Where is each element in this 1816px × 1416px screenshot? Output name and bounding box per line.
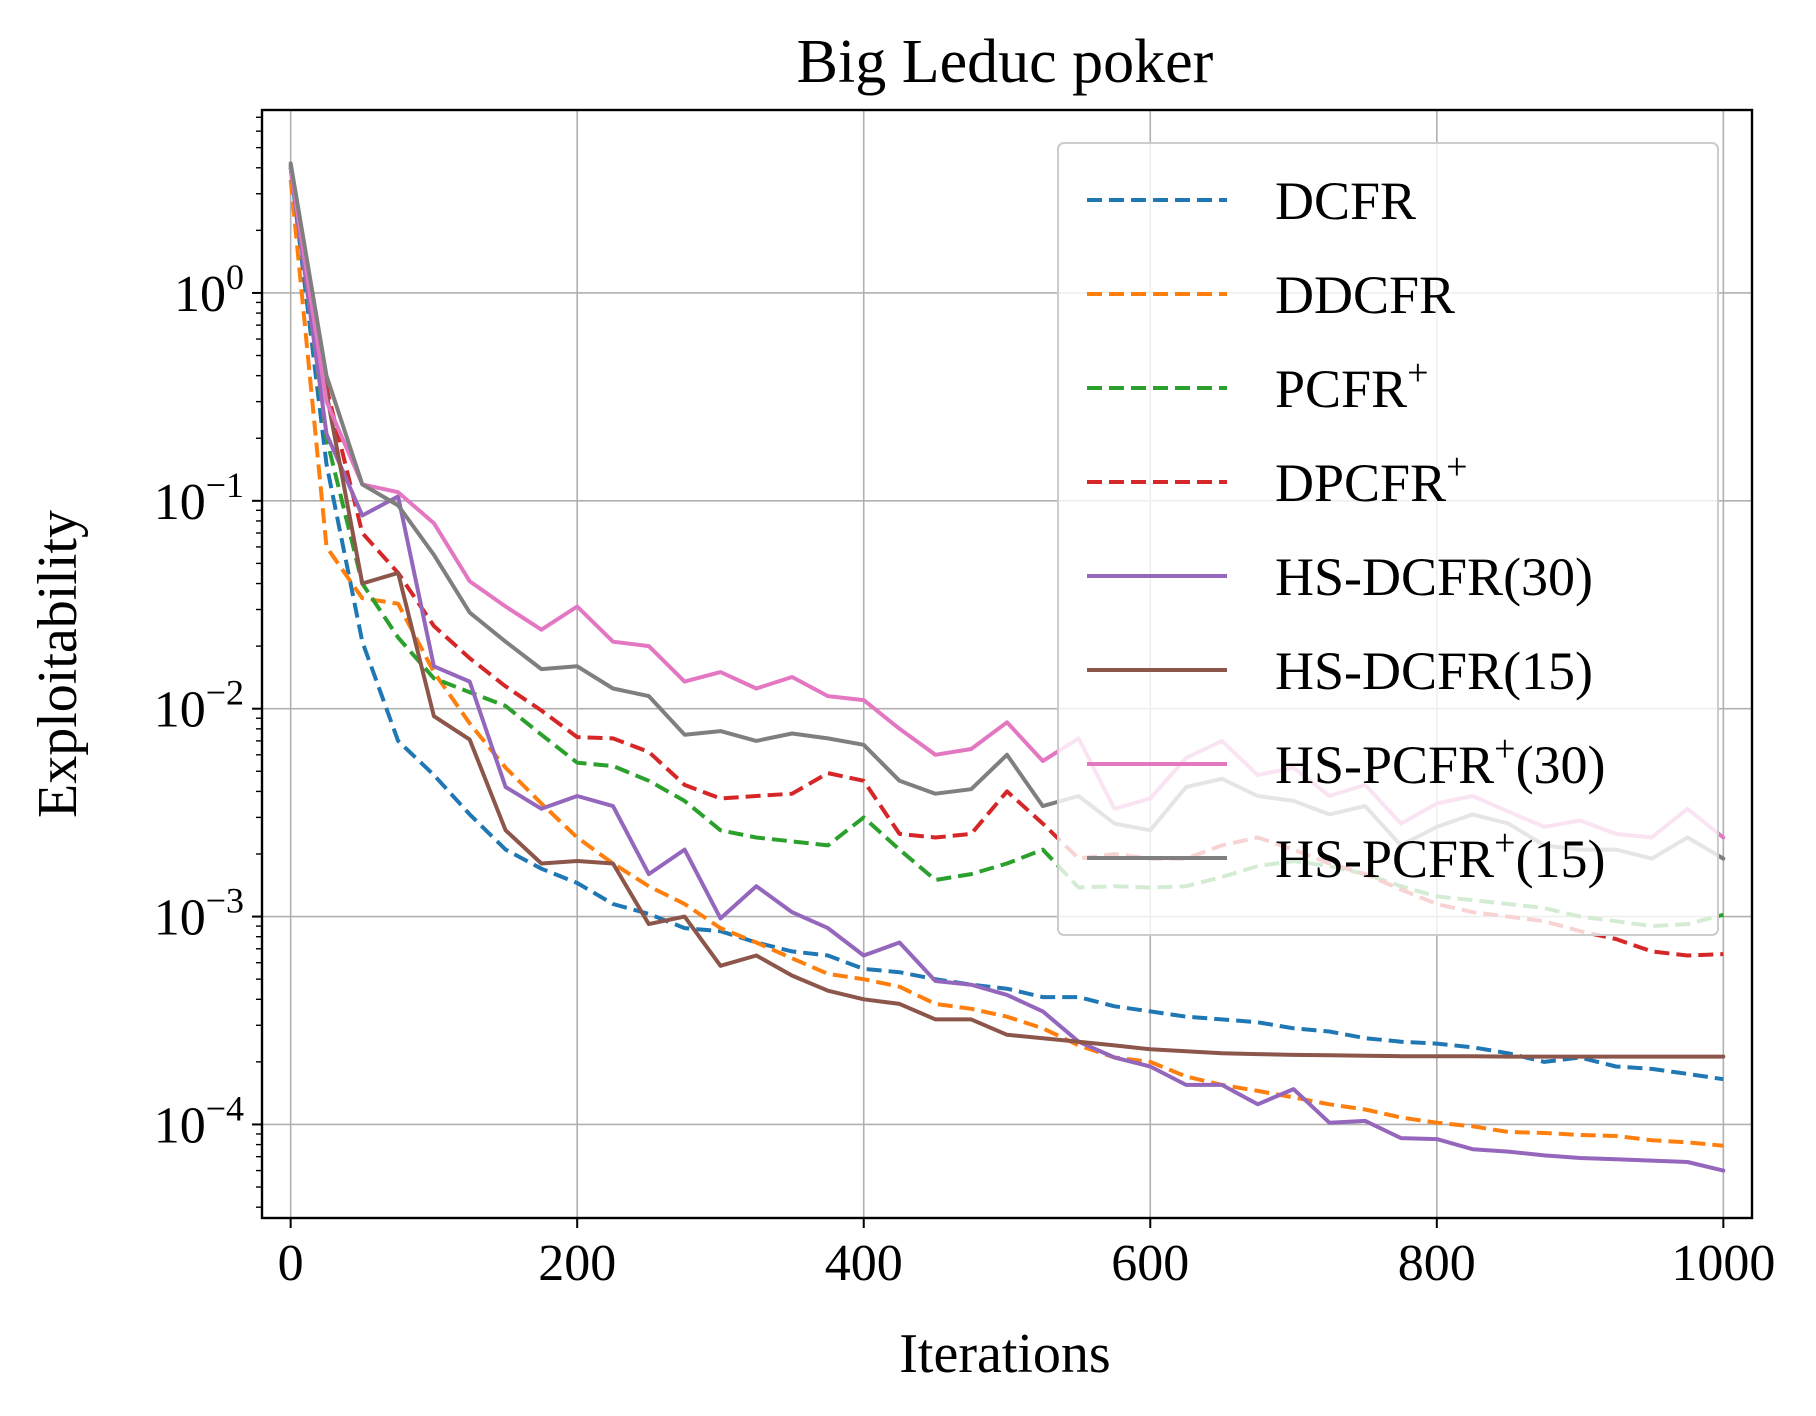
x-tick-label: 200 bbox=[538, 1235, 616, 1292]
series-line-hs-dcfr-15 bbox=[288, 163, 1726, 1059]
series-line-dcfr bbox=[288, 167, 1724, 1082]
series-line-ddcfr bbox=[288, 179, 1724, 1148]
plot-frame bbox=[260, 108, 1754, 1220]
x-tick-label: 400 bbox=[825, 1235, 903, 1292]
x-tick-label: 800 bbox=[1398, 1235, 1476, 1292]
series-line-hs-dcfr-30 bbox=[288, 165, 1726, 1173]
y-tick-label: 10−3 bbox=[154, 881, 244, 947]
x-tick-label: 1000 bbox=[1671, 1235, 1775, 1292]
chart-title: Big Leduc poker bbox=[797, 28, 1214, 96]
legend: DCFR DDCFR PCFR+ DPCFR+ HS-DCFR(30) HS-DCFR(1… bbox=[1057, 142, 1719, 936]
legend-label-hs-dcfr-15: HS-DCFR(15) bbox=[1275, 641, 1593, 701]
legend-label-ddcfr: DDCFR bbox=[1275, 265, 1455, 325]
legend-label-hs-pcfr-plus-30: HS-PCFR+(30) bbox=[1275, 728, 1606, 795]
legend-label-hs-dcfr-30: HS-DCFR(30) bbox=[1275, 547, 1593, 607]
legend-label-pcfr-plus: PCFR+ bbox=[1275, 352, 1429, 419]
y-axis-label: Exploitability bbox=[27, 510, 89, 818]
legend-box bbox=[1057, 142, 1719, 936]
legend-label-hs-pcfr-plus-15: HS-PCFR+(15) bbox=[1275, 822, 1606, 889]
ticks: 0 200 400 600 800 1000 100 10−1 10−2 10−3 10−4 bbox=[154, 116, 1775, 1292]
y-tick-label: 100 bbox=[174, 257, 244, 323]
x-tick-label: 600 bbox=[1111, 1235, 1189, 1292]
x-tick-label: 0 bbox=[278, 1235, 304, 1292]
legend-label-dpcfr-plus: DPCFR+ bbox=[1275, 446, 1468, 513]
y-tick-label: 10−1 bbox=[154, 465, 244, 531]
y-tick-label: 10−4 bbox=[154, 1088, 244, 1154]
x-axis-label: Iterations bbox=[899, 1323, 1110, 1385]
legend-label-dcfr: DCFR bbox=[1275, 171, 1416, 231]
y-tick-label: 10−2 bbox=[154, 673, 244, 739]
